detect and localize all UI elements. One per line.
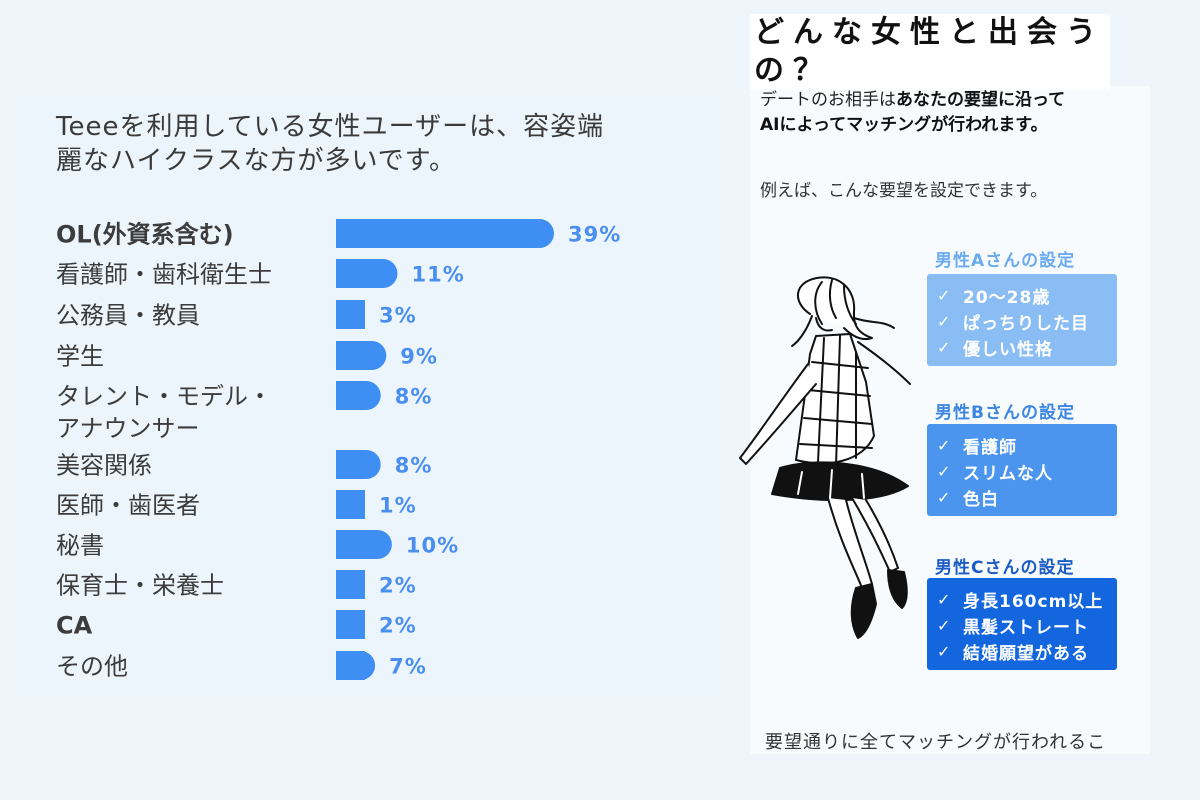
setting-box-2: ✓ 身長160cm以上 ✓ 黒髪ストレート ✓ 結婚願望がある [927,578,1117,670]
check-icon: ✓ [937,337,952,357]
section-title: どんな女性と出会うの？ [750,14,1110,90]
check-icon: ✓ [937,487,952,507]
bar-0 [336,219,554,248]
category-label-6: 医師・歯医者 [56,492,200,520]
example-text: 例えば、こんな要望を設定できます。 [760,181,1048,201]
check-icon: ✓ [937,435,952,455]
setting-item: ✓ 黒髪ストレート [937,612,1107,638]
bar-10-base [336,651,365,680]
bar-9-base [336,610,365,639]
woman-illustration-icon [739,276,911,639]
bar-6-base [336,490,365,519]
category-label-4-line-1: アナウンサー [56,415,200,443]
setting-item: ✓ 身長160cm以上 [937,586,1107,612]
value-label-0: 39% [568,223,621,247]
setting-title-0: 男性Aさんの設定 [935,251,1076,271]
bar-7-base [336,530,365,559]
check-icon: ✓ [937,311,952,331]
bar-2-base [336,300,365,329]
category-label-8: 保育士・栄養士 [56,572,224,600]
value-label-8: 2% [379,574,417,598]
setting-title-1: 男性Bさんの設定 [935,403,1075,423]
category-label-4: タレント・モデル・アナウンサー [56,383,272,443]
category-label-9: CA [56,612,93,640]
check-icon: ✓ [937,285,952,305]
setting-item: ✓ 結婚願望がある [937,638,1107,664]
setting-item: ✓ 20〜28歳 [937,282,1107,308]
value-label-7: 10% [406,534,459,558]
value-label-3: 9% [400,345,438,369]
setting-item-text: 黒髪ストレート [963,617,1089,638]
setting-item-text: ぱっちりした目 [963,313,1089,334]
bar-0-base [336,219,365,248]
setting-item-text: 優しい性格 [963,339,1053,360]
category-label-7: 秘書 [56,532,104,560]
intro-text: デートのお相手はあなたの要望に沿って AIによってマッチングが行われます。 [760,88,1120,138]
bar-3-base [336,341,365,370]
check-icon: ✓ [937,461,952,481]
setting-item: ✓ 色白 [937,484,1107,510]
bar-8-base [336,570,365,599]
category-label-4-line-0: タレント・モデル・ [56,383,272,411]
setting-item-text: 看護師 [963,437,1017,458]
intro-bold-1: あなたの要望に沿って [896,90,1066,110]
setting-item: ✓ ぱっちりした目 [937,308,1107,334]
category-label-10: その他 [56,653,128,681]
setting-item-text: 身長160cm以上 [963,591,1104,612]
check-icon: ✓ [937,615,952,635]
setting-item-text: 20〜28歳 [963,287,1051,308]
value-label-5: 8% [395,454,433,478]
value-label-9: 2% [379,614,417,638]
setting-item: ✓ スリムな人 [937,458,1107,484]
intro-bold-2: AIによってマッチングが行われます。 [760,115,1048,135]
value-label-1: 11% [411,263,464,287]
footer-text: 要望通りに全てマッチングが行われるこ [765,732,1107,753]
category-label-1: 看護師・歯科衛生士 [56,261,272,289]
setting-title-2: 男性Cさんの設定 [935,558,1075,578]
chart-title: Teeeを利用している女性ユーザーは、容姿端麗なハイクラスな方が多いです。 [56,112,605,176]
intro-normal: デートのお相手は [760,90,896,110]
category-label-0: OL(外資系含む) [56,221,234,249]
setting-item: ✓ 看護師 [937,432,1107,458]
setting-item-text: 結婚願望がある [963,643,1089,664]
value-label-4: 8% [395,385,433,409]
value-label-2: 3% [379,304,417,328]
bar-chart: 39% OL(外資系含む) 11% 看護師・歯科衛生士 3% 公務員・教員 9% 学生 8% タレ… [56,219,621,681]
category-label-2: 公務員・教員 [56,302,200,330]
check-icon: ✓ [937,641,952,661]
bar-1-base [336,259,365,288]
check-icon: ✓ [937,589,952,609]
bar-4-base [336,381,365,410]
category-label-3: 学生 [56,343,104,371]
setting-item-text: 色白 [963,489,999,510]
setting-item: ✓ 優しい性格 [937,334,1107,360]
value-label-6: 1% [379,494,417,518]
bar-5-base [336,450,365,479]
setting-item-text: スリムな人 [963,463,1053,484]
setting-box-0: ✓ 20〜28歳 ✓ ぱっちりした目 ✓ 優しい性格 [927,274,1117,366]
setting-box-1: ✓ 看護師 ✓ スリムな人 ✓ 色白 [927,424,1117,516]
value-label-10: 7% [389,655,427,679]
category-label-5: 美容関係 [56,452,152,480]
